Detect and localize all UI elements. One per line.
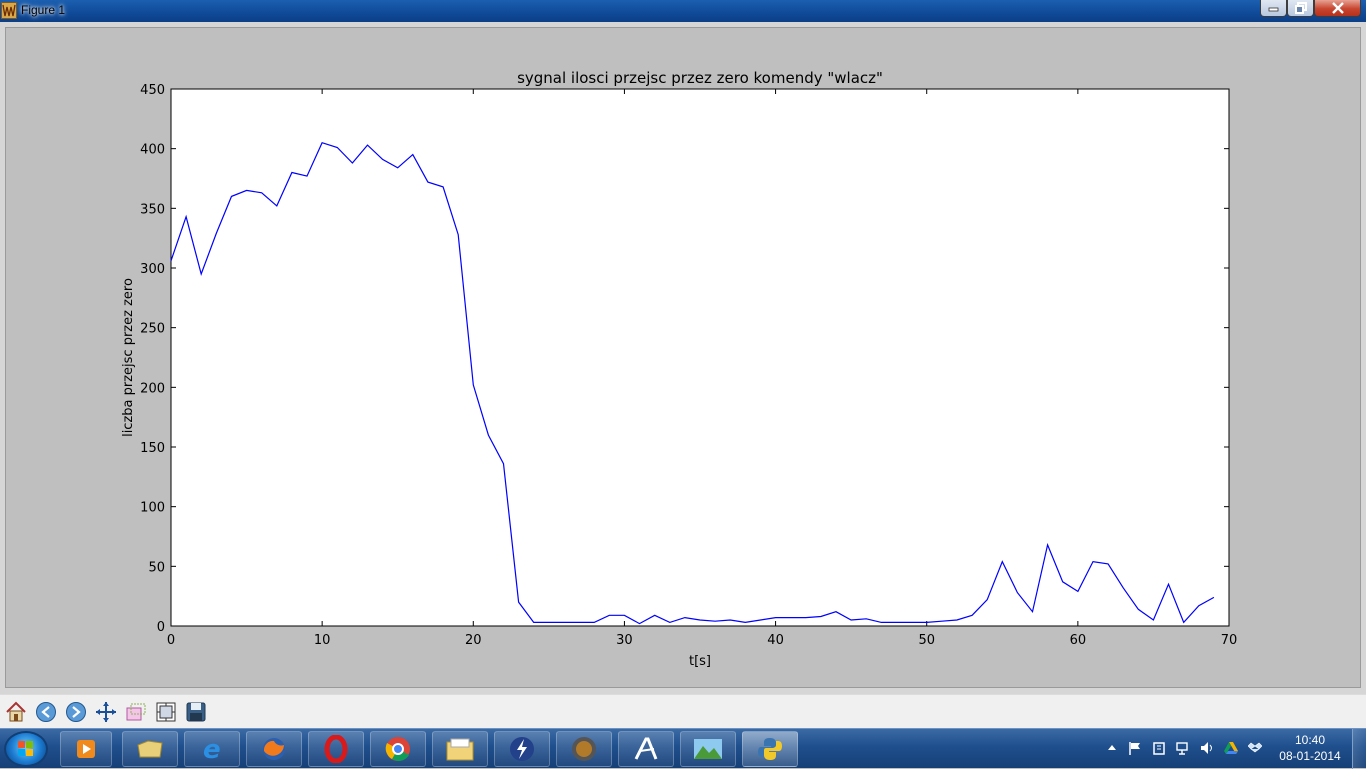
start-button[interactable] (4, 731, 48, 767)
restore-icon (1294, 2, 1307, 14)
lightning-app-icon (510, 737, 534, 761)
clock-date: 08-01-2014 (1279, 749, 1341, 763)
taskbar-lightning-app[interactable] (494, 731, 550, 767)
taskbar-python[interactable] (742, 731, 798, 767)
home-icon (6, 701, 26, 722)
zoom-rect-icon (126, 703, 146, 721)
back-button[interactable] (33, 700, 59, 724)
autocad-icon (634, 737, 658, 760)
y-axis-label: liczba przejsc przez zero (121, 278, 136, 437)
figure-canvas: 0 10 20 30 40 50 60 70 0 50 100 150 200 250 300 350 400 4… (5, 27, 1361, 688)
x-axis-label: t[s] (689, 654, 711, 669)
x-tick-label: 20 (465, 633, 482, 648)
navigation-toolbar (0, 694, 1366, 728)
pan-button[interactable] (93, 700, 119, 724)
folder-icon (446, 738, 474, 761)
figure-frame: 0 10 20 30 40 50 60 70 0 50 100 150 200 250 300 350 400 4… (0, 22, 1366, 694)
taskbar-autocad[interactable] (618, 731, 674, 767)
x-tick-label: 40 (767, 633, 784, 648)
python-icon (758, 738, 782, 760)
save-button[interactable] (183, 700, 209, 724)
y-tick-label: 150 (140, 441, 165, 456)
minimize-icon (1268, 7, 1278, 12)
close-button[interactable] (1314, 0, 1361, 17)
windows-taskbar: e 10:40 08-01-2014 (0, 728, 1366, 769)
taskbar-java-ee-ide[interactable] (556, 731, 612, 767)
zoom-button[interactable] (123, 700, 149, 724)
chart-title: sygnal ilosci przejsc przez zero komendy… (517, 69, 883, 87)
restore-button[interactable] (1287, 0, 1314, 17)
x-tick-label: 30 (616, 633, 633, 648)
subplots-button[interactable] (153, 700, 179, 724)
clock-time: 10:40 (1294, 733, 1326, 747)
move-icon (96, 702, 116, 722)
y-tick-label: 200 (140, 381, 165, 396)
axis-tick-labels: 0 10 20 30 40 50 60 70 0 50 100 150 200 250 300 350 400 4… (140, 83, 1237, 648)
x-tick-label: 70 (1221, 633, 1238, 648)
system-clock[interactable]: 10:40 08-01-2014 (1278, 732, 1342, 764)
firefox-icon (263, 738, 285, 760)
series-line (170, 141, 1215, 625)
minimize-button[interactable] (1260, 0, 1287, 17)
taskbar-landscape-app[interactable] (680, 731, 736, 767)
x-tick-label: 0 (167, 633, 175, 648)
system-tray (1104, 733, 1274, 765)
floppy-icon (186, 702, 206, 722)
home-button[interactable] (3, 700, 29, 724)
file-explorer-icon (137, 740, 163, 758)
x-tick-label: 10 (314, 633, 331, 648)
x-tick-label: 50 (918, 633, 935, 648)
window-title: Figure 1 (21, 3, 66, 17)
svg-text:e: e (203, 735, 221, 763)
x-tick-label: 60 (1070, 633, 1087, 648)
axis-ticks (170, 88, 1230, 627)
taskbar-chrome[interactable] (370, 731, 426, 767)
taskbar-media-player[interactable] (60, 731, 112, 767)
dropbox-icon[interactable] (1248, 741, 1262, 755)
plot-area[interactable] (170, 88, 1230, 627)
y-tick-label: 450 (140, 83, 165, 98)
arrow-left-icon (36, 702, 56, 722)
y-tick-label: 50 (148, 560, 165, 575)
y-tick-label: 250 (140, 322, 165, 337)
taskbar-internet-explorer[interactable]: e (184, 731, 240, 767)
y-tick-label: 400 (140, 143, 165, 158)
y-tick-label: 300 (140, 262, 165, 277)
volume-icon[interactable] (1200, 741, 1214, 755)
java-ee-ide-icon (572, 737, 596, 761)
figure-app-icon (1, 2, 17, 19)
forward-button[interactable] (63, 700, 89, 724)
show-desktop-button[interactable] (1352, 729, 1366, 769)
chart-svg: 0 10 20 30 40 50 60 70 0 50 100 150 200 250 300 350 400 4… (121, 69, 1237, 669)
taskbar-folder[interactable] (432, 731, 488, 767)
subplots-icon (156, 702, 176, 722)
google-drive-icon[interactable] (1224, 741, 1238, 755)
y-tick-label: 0 (157, 620, 165, 635)
landscape-app-icon (694, 739, 722, 759)
action-center-flag-icon[interactable] (1128, 741, 1142, 755)
network-icon[interactable] (1176, 741, 1190, 755)
taskbar-file-explorer[interactable] (122, 731, 178, 767)
window-titlebar: Figure 1 (0, 0, 1366, 22)
opera-icon (324, 735, 348, 763)
close-icon (1331, 2, 1344, 14)
taskbar-firefox[interactable] (246, 731, 302, 767)
show-hidden-icon[interactable] (1106, 741, 1120, 755)
windows-logo-icon (18, 741, 33, 756)
chrome-icon (385, 737, 410, 761)
taskbar-opera[interactable] (308, 731, 364, 767)
arrow-right-icon (66, 702, 86, 722)
devices-icon[interactable] (1152, 741, 1166, 755)
y-tick-label: 100 (140, 501, 165, 516)
media-player-icon (77, 740, 95, 758)
internet-explorer-icon: e (203, 735, 221, 763)
y-tick-label: 350 (140, 202, 165, 217)
